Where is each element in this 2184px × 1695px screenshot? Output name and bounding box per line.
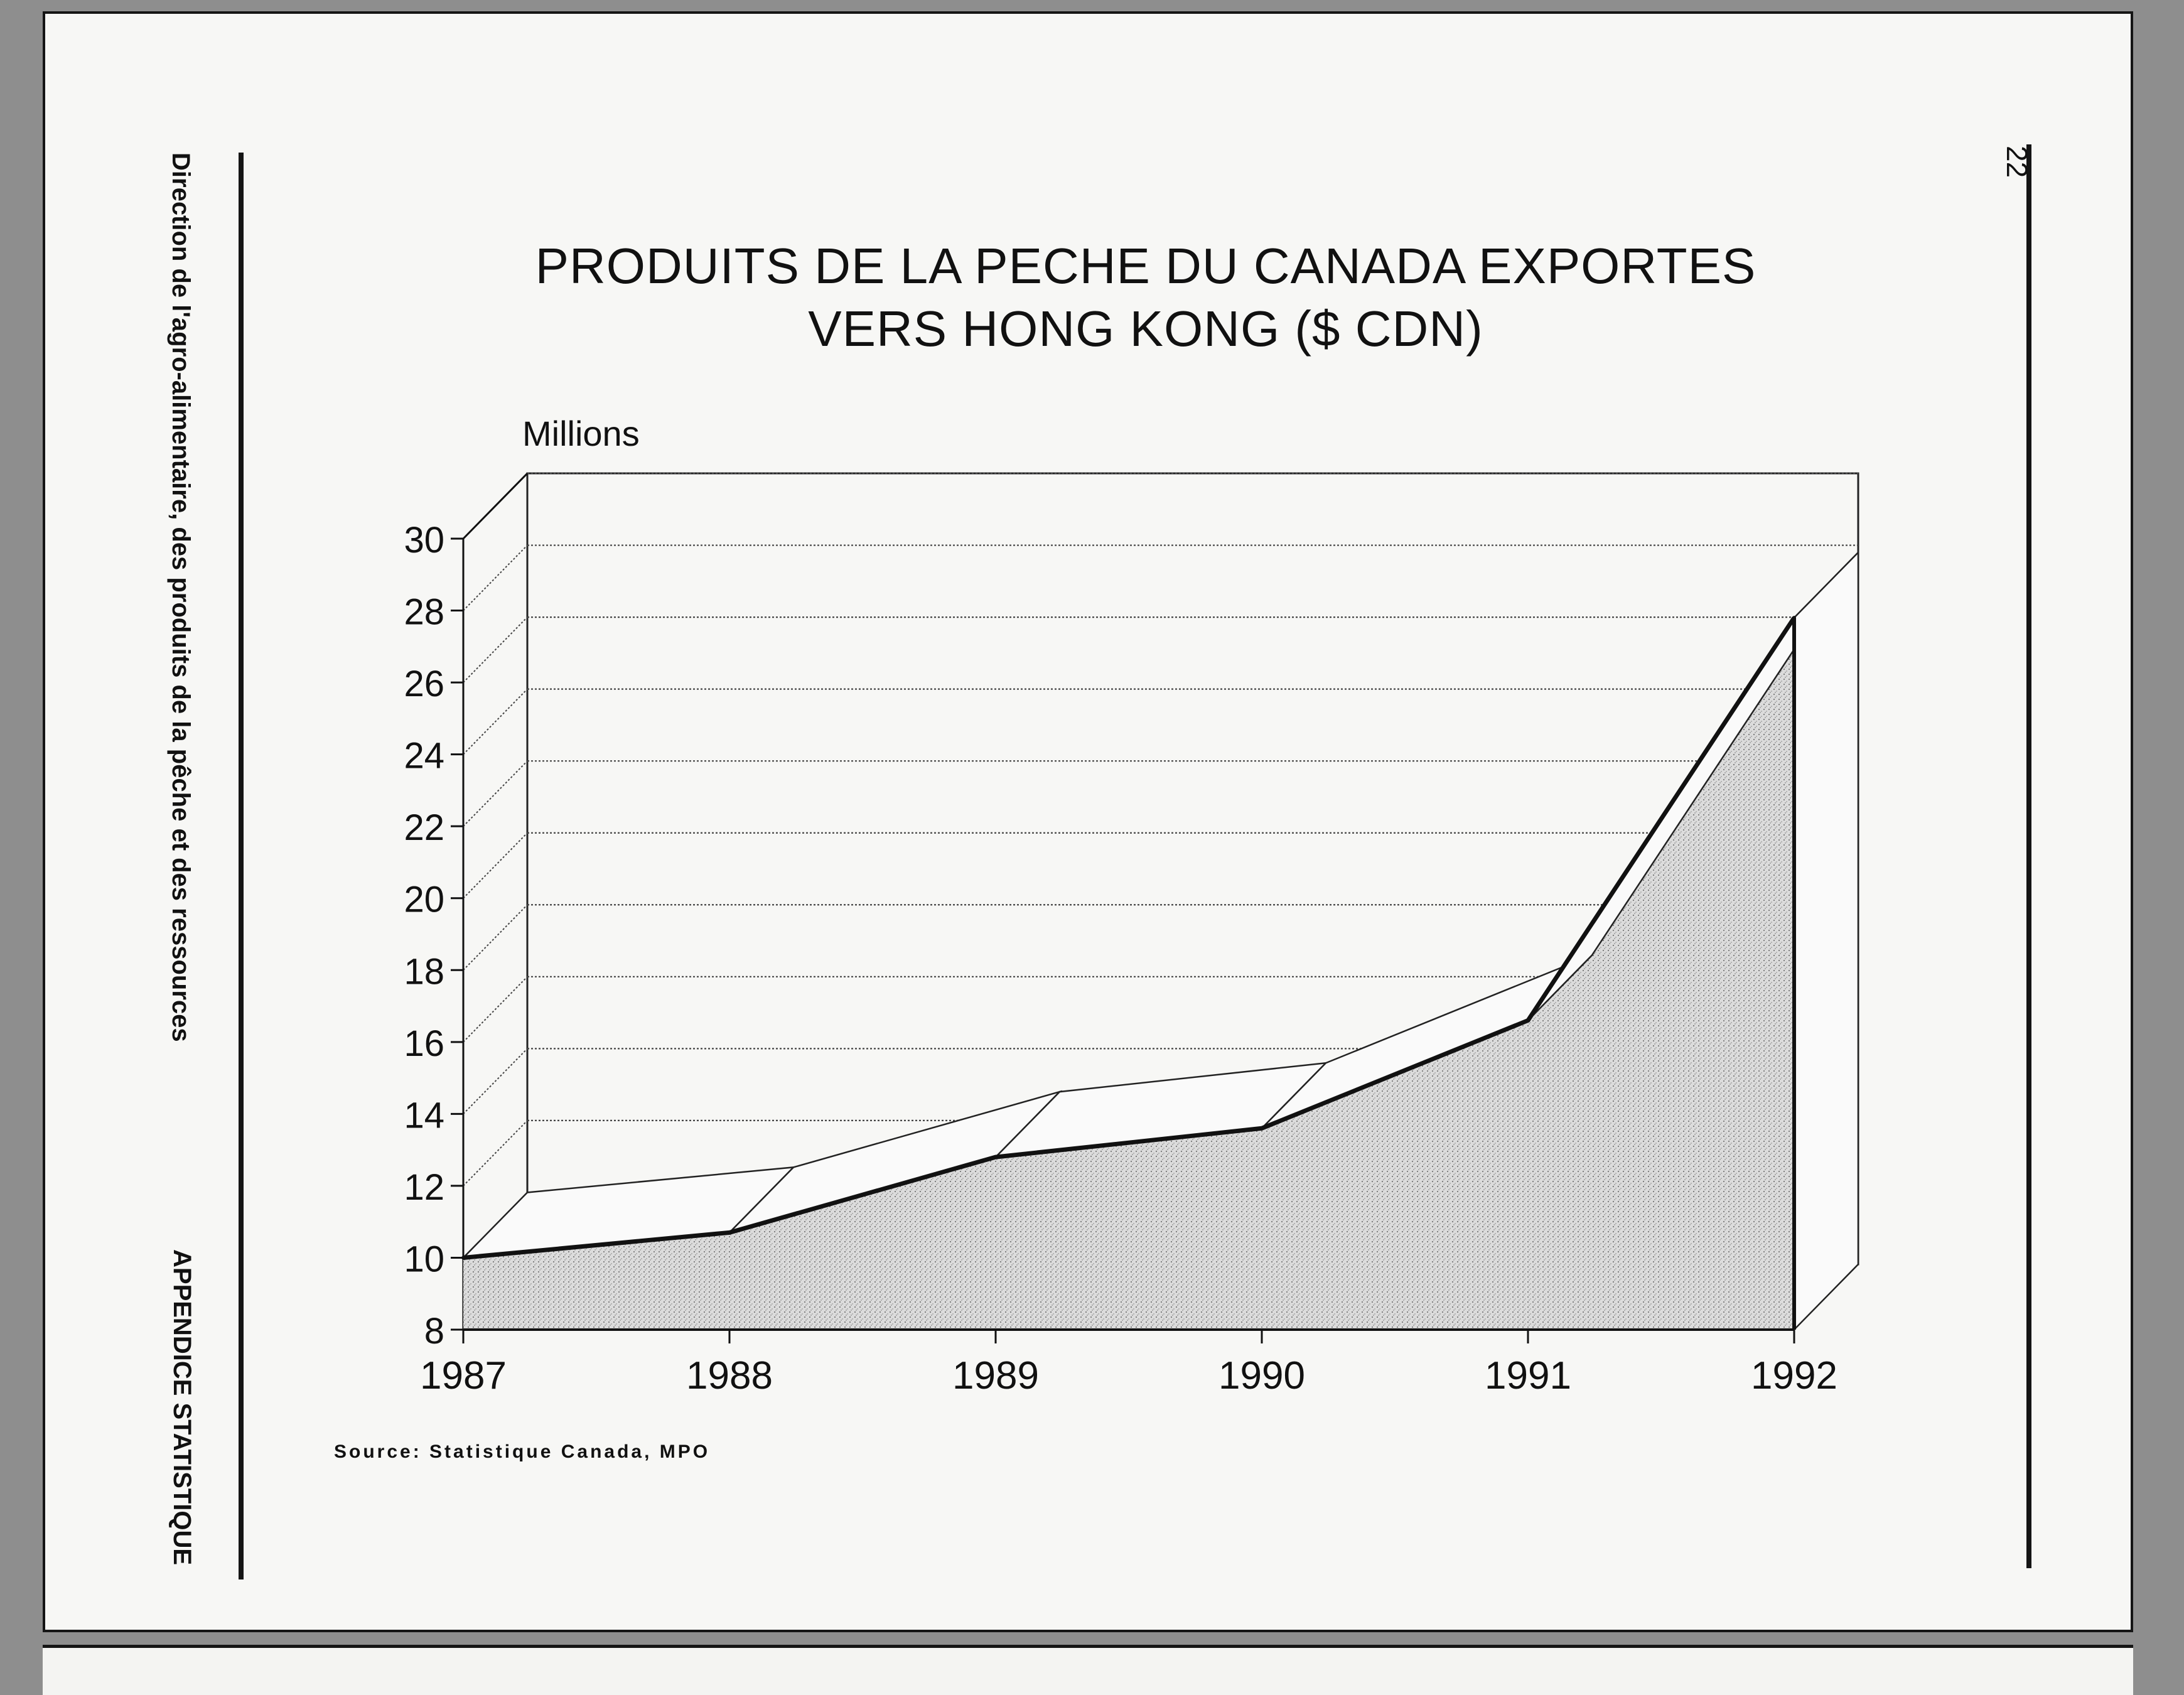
wall-gridline [463, 544, 528, 611]
x-tick-label: 1992 [1751, 1354, 1837, 1397]
y-tick-label: 8 [424, 1311, 444, 1352]
next-page-edge [43, 1645, 2133, 1695]
x-tick-label: 1988 [686, 1354, 773, 1397]
wall-edge [462, 472, 529, 540]
chart-title-line-2: VERS HONG KONG ($ CDN) [808, 301, 1483, 357]
y-tick-label: 16 [404, 1023, 444, 1064]
wall-gridline [463, 1048, 528, 1115]
series-line [463, 616, 1796, 1260]
y-tick-label: 28 [404, 592, 444, 633]
wall-gridline [463, 904, 528, 971]
wall-gridline [463, 688, 528, 755]
x-tick-label: 1987 [420, 1354, 507, 1397]
x-tick-label: 1991 [1485, 1354, 1571, 1397]
data-point [728, 1230, 731, 1235]
y-tick-label: 18 [404, 951, 444, 992]
chart-title-line-1: PRODUITS DE LA PECHE DU CANADA EXPORTES [535, 238, 1756, 294]
wall-gridline [463, 832, 528, 899]
y-tick-label: 20 [404, 880, 444, 920]
y-tick-label: 24 [404, 736, 444, 777]
x-tick-label: 1990 [1218, 1354, 1305, 1397]
area-side-face [1793, 550, 1859, 1332]
wall-gridline [463, 976, 528, 1043]
data-point [461, 1256, 465, 1260]
area-fill [463, 618, 1794, 1330]
data-point [994, 1155, 998, 1160]
y-tick-label: 26 [404, 664, 444, 704]
right-rule [2026, 144, 2031, 1568]
x-tick-label: 1989 [952, 1354, 1039, 1397]
y-tick-label: 12 [404, 1167, 444, 1208]
wall-gridline [463, 616, 528, 683]
y-tick-label: 14 [404, 1095, 444, 1136]
y-tick-label: 22 [404, 807, 444, 848]
data-point [1526, 1018, 1530, 1023]
y-tick-label: 30 [404, 520, 444, 561]
left-rule [239, 153, 244, 1579]
wall-gridline [463, 760, 528, 827]
data-point [1260, 1126, 1264, 1131]
wall-gridline [463, 1120, 528, 1186]
y-axis-unit-label: Millions [522, 414, 640, 453]
y-tick-label: 10 [404, 1239, 444, 1279]
source-note: Source: Statistique Canada, MPO [334, 1441, 711, 1462]
